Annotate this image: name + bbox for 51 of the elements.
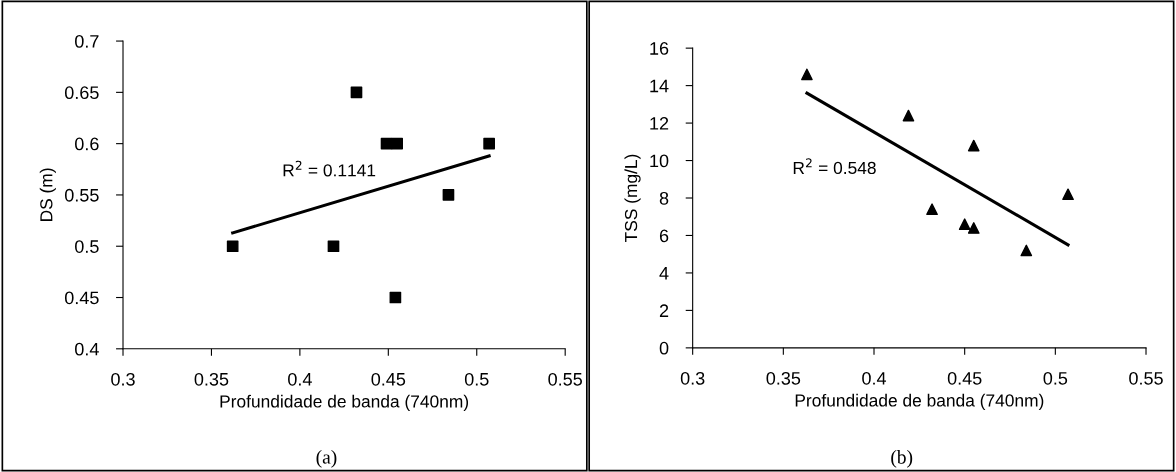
annotation: R$^{2}$ = 0.548 xyxy=(793,158,876,175)
point xyxy=(226,240,239,253)
point xyxy=(350,86,363,99)
x-tick-label: 0.3 xyxy=(111,372,135,386)
y-tick-label: 0.6 xyxy=(75,137,99,151)
point xyxy=(926,203,938,216)
x-tick-label: 0.5 xyxy=(1043,371,1068,385)
y-tick-label: 12 xyxy=(650,117,669,130)
point xyxy=(958,218,971,231)
point xyxy=(967,222,980,234)
y-tick-label: 10 xyxy=(650,154,669,168)
y-tick-label: 0.5 xyxy=(75,240,99,253)
y-tick-label: 16 xyxy=(650,42,669,55)
text: (a) xyxy=(316,450,337,468)
y-axis-title: TSS (mg/L) xyxy=(624,154,641,242)
point xyxy=(389,291,402,304)
annotation: R$^{2}$ = 0.1141 xyxy=(283,160,376,177)
point xyxy=(442,189,455,201)
point xyxy=(483,137,495,150)
y-tick-label: 0.55 xyxy=(64,188,99,202)
x-tick-label: 0.5 xyxy=(464,372,489,386)
point xyxy=(1062,188,1074,201)
x-tick-label: 0.35 xyxy=(194,372,229,386)
y-tick-label: 0.4 xyxy=(75,342,99,356)
x-tick-label: 0.35 xyxy=(766,371,801,385)
x-axis-title: Profundidade de banda (740nm) xyxy=(795,393,1044,411)
y-tick-label: 14 xyxy=(650,79,669,93)
point xyxy=(967,139,980,152)
x-tick-label: 0.4 xyxy=(288,372,312,386)
x-tick-label: 0.4 xyxy=(862,371,887,385)
text: (b) xyxy=(891,450,913,468)
y-tick-label: 0.45 xyxy=(64,291,99,305)
x-tick-label: 0.45 xyxy=(371,372,406,386)
point xyxy=(391,137,404,150)
point xyxy=(327,240,340,253)
point xyxy=(902,109,915,122)
x-tick-label: 0.3 xyxy=(680,371,705,385)
x-axis-title: Profundidade de banda (740nm) xyxy=(220,394,469,411)
y-tick-label: 8 xyxy=(659,191,669,205)
y-tick-label: 2 xyxy=(659,304,669,317)
point xyxy=(801,68,813,81)
y-axis-title: DS (m) xyxy=(39,168,56,221)
y-tick-label: 6 xyxy=(659,229,669,243)
y-tick-label: 4 xyxy=(659,267,669,280)
y-tick-label: 0 xyxy=(659,341,669,355)
x-tick-label: 0.55 xyxy=(548,372,582,386)
y-tick-label: 0.7 xyxy=(75,35,99,48)
x-tick-label: 0.55 xyxy=(1129,371,1163,385)
point xyxy=(1020,244,1033,257)
y-tick-label: 0.65 xyxy=(64,86,99,100)
x-tick-label: 0.45 xyxy=(947,371,982,385)
